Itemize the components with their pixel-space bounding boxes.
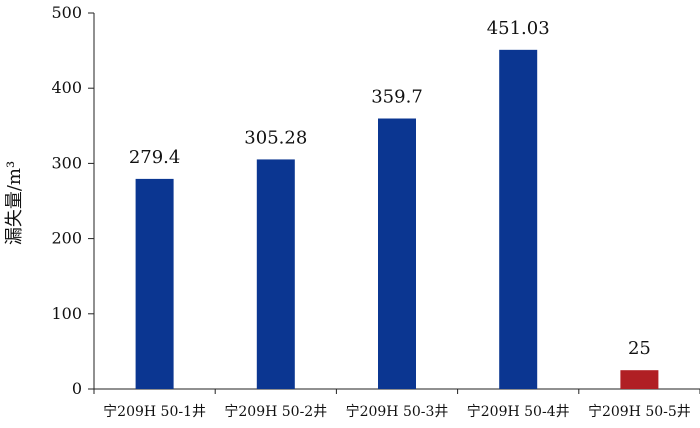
y-tick-label: 400 — [51, 78, 82, 97]
data-label: 25 — [628, 338, 651, 359]
y-tick-label: 100 — [51, 304, 82, 323]
data-label: 451.03 — [487, 18, 550, 39]
bar — [499, 49, 538, 389]
x-category-label: 宁209H 50-4井 — [467, 403, 570, 420]
y-tick-label: 300 — [51, 153, 82, 172]
data-label: 359.7 — [371, 87, 423, 108]
x-category-label: 宁209H 50-2井 — [224, 403, 327, 420]
y-axis-title-group: 漏失量/m³ — [4, 161, 25, 245]
x-category-label: 宁209H 50-1井 — [103, 403, 206, 420]
y-tick-label: 500 — [51, 3, 82, 22]
bars — [135, 49, 659, 389]
axes: 0 100 200 300 400 500 — [51, 3, 700, 398]
y-tick-label: 0 — [72, 379, 82, 398]
labels: 279.4 宁209H 50-1井 305.28 宁209H 50-2井 359.7 宁2… — [103, 18, 691, 420]
bar — [256, 159, 295, 389]
data-label: 279.4 — [129, 147, 181, 168]
data-label: 305.28 — [244, 127, 307, 148]
x-category-label: 宁209H 50-5井 — [588, 403, 691, 420]
bar — [620, 370, 659, 389]
bar — [378, 118, 416, 389]
x-category-label: 宁209H 50-3井 — [346, 403, 449, 420]
bar — [135, 178, 174, 389]
y-tick-label: 200 — [51, 229, 82, 248]
y-axis-title: 漏失量/m³ — [4, 161, 25, 245]
